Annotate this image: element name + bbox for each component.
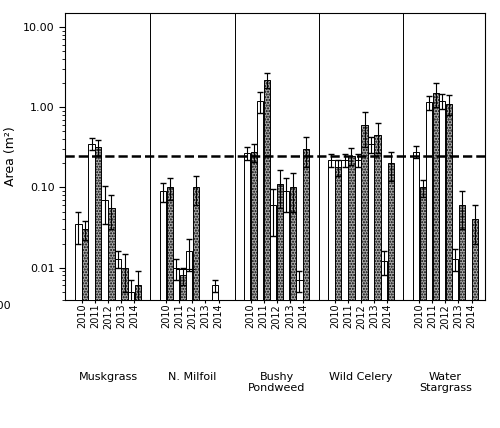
Bar [439,101,445,428]
Bar [166,187,173,428]
Bar [459,205,465,428]
Bar [290,187,296,428]
Bar [420,187,426,428]
Bar [380,262,387,428]
Bar [251,152,257,428]
Bar [412,152,419,428]
Bar [88,144,94,428]
Bar [432,93,439,428]
Bar [96,147,102,428]
Bar [128,292,134,428]
Bar [348,155,354,428]
Bar [354,160,360,428]
Bar [212,285,218,428]
Bar [122,268,128,428]
Y-axis label: Area (m²): Area (m²) [4,126,18,186]
Text: Bushy
Pondweed: Bushy Pondweed [248,372,306,393]
Bar [277,184,283,428]
Bar [335,167,342,428]
Text: Wild Celery: Wild Celery [330,372,393,382]
Bar [186,251,192,428]
Bar [264,80,270,428]
Bar [368,144,374,428]
Bar [257,101,264,428]
Bar [284,191,290,428]
Text: Water
Stargrass: Water Stargrass [419,372,472,393]
Bar [108,208,114,428]
Bar [374,135,380,428]
Bar [173,268,179,428]
Bar [472,220,478,428]
Text: Muskgrass: Muskgrass [78,372,138,382]
Text: 0.00: 0.00 [0,301,10,311]
Bar [426,102,432,428]
Bar [342,160,347,428]
Bar [362,125,368,428]
Bar [114,259,121,428]
Bar [270,205,276,428]
Bar [244,153,250,428]
Bar [303,149,310,428]
Bar [452,259,458,428]
Bar [388,163,394,428]
Bar [160,191,166,428]
Bar [328,160,334,428]
Bar [192,187,199,428]
Bar [102,200,107,428]
Text: N. Milfoil: N. Milfoil [168,372,216,382]
Bar [180,276,186,428]
Bar [134,285,140,428]
Bar [446,104,452,428]
Bar [296,280,302,428]
Bar [76,224,82,428]
Bar [82,229,88,428]
